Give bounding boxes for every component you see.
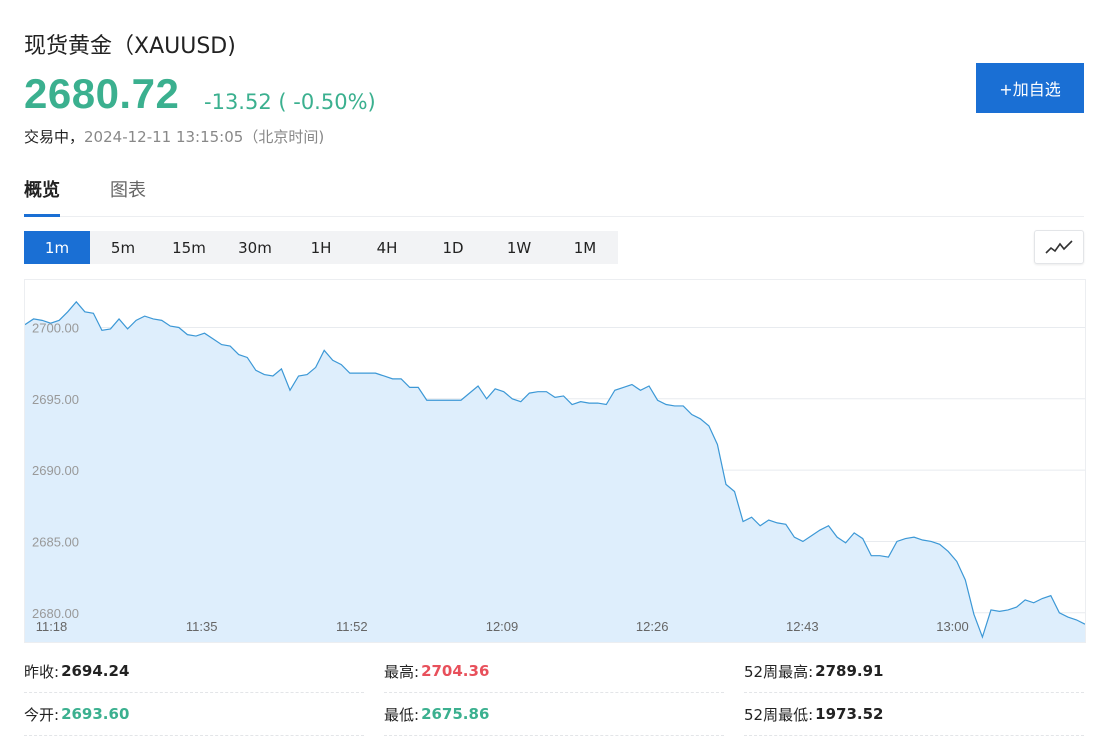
price-chart[interactable]: 2700.00 2695.00 2690.00 2685.00 2680.00 11:18… [24,279,1086,643]
x-tick-label: 11:35 [186,619,218,634]
price-area-fill [25,301,1085,642]
stat-value: 2704.36 [421,662,490,680]
current-price: 2680.72 [24,70,180,117]
period-1d[interactable]: 1D [442,238,464,257]
stat-52w-high: 52周最高: 2789.91 [744,650,1084,693]
stat-52w-low: 52周最低: 1973.52 [744,693,1084,736]
instrument-title: 现货黄金（XAUUSD) [24,34,236,59]
tab-chart[interactable]: 图表 [110,180,146,201]
price-line [25,300,1085,639]
period-5m[interactable]: 5m [110,238,136,257]
x-tick-label: 11:52 [336,619,368,634]
x-tick-label: 12:43 [786,619,819,634]
stat-low: 最低: 2675.86 [384,693,724,736]
price-change: -13.52 ( -0.50%) [204,90,376,114]
period-1mo[interactable]: 1M [573,238,597,257]
stat-label: 52周最高: [744,662,814,681]
y-tick-label: 2700.00 [32,320,79,335]
stat-value: 2675.86 [421,705,490,723]
stat-label: 最高: [384,662,420,681]
y-tick-label: 2685.00 [32,534,79,549]
status-timestamp: 2024-12-11 13:15:05（北京时间) [84,128,325,146]
price-chart-svg: 2700.00 2695.00 2690.00 2685.00 2680.0011:18… [25,300,1085,642]
tab-bar: 概览 图表 [24,176,1084,217]
add-to-watchlist-button[interactable]: +加自选 [976,63,1084,113]
stat-prev-close: 昨收: 2694.24 [24,650,364,693]
trading-status: 交易中，2024-12-11 13:15:05（北京时间) [24,126,324,147]
stat-high: 最高: 2704.36 [384,650,724,693]
y-tick-label: 2695.00 [32,392,79,407]
line-chart-icon [1045,240,1073,254]
tab-overview[interactable]: 概览 [24,176,60,217]
stat-open: 今开: 2693.60 [24,693,364,736]
stat-value: 2789.91 [815,662,884,680]
stat-label: 最低: [384,705,420,724]
period-1h[interactable]: 1H [310,238,332,257]
period-1m[interactable]: 1m [24,231,90,264]
period-15m[interactable]: 15m [172,238,206,257]
y-tick-label: 2690.00 [32,463,79,478]
y-tick-label: 2680.00 [32,606,79,621]
period-4h[interactable]: 4H [376,238,398,257]
x-tick-label: 11:18 [36,619,68,634]
x-tick-label: 13:00 [936,619,969,634]
stat-label: 昨收: [24,662,60,681]
x-tick-label: 12:09 [486,619,519,634]
x-tick-label: 12:26 [636,619,669,634]
stat-value: 2693.60 [61,705,130,723]
stat-value: 2694.24 [61,662,130,680]
period-1w[interactable]: 1W [506,238,532,257]
chart-type-toggle-button[interactable] [1034,230,1084,264]
period-30m[interactable]: 30m [238,238,272,257]
stat-value: 1973.52 [815,705,884,723]
stat-label: 今开: [24,705,60,724]
status-text: 交易中， [24,128,85,146]
period-selector: 1m 5m 15m 30m 1H 4H 1D 1W 1M [24,231,618,264]
stat-label: 52周最低: [744,705,814,724]
